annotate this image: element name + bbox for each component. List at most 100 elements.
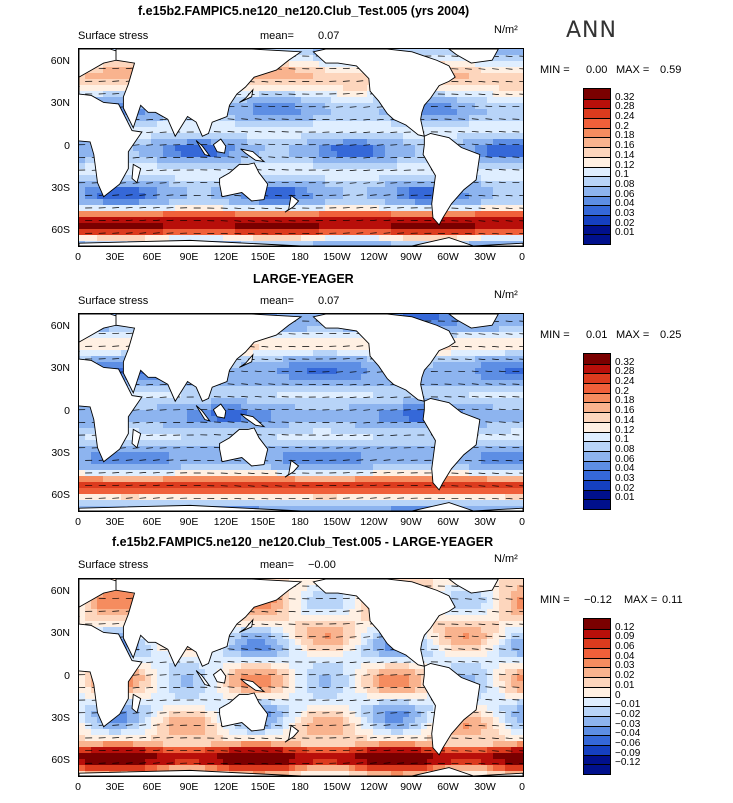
field-cell: [133, 157, 140, 164]
field-cell: [343, 458, 350, 465]
field-cell: [157, 482, 164, 489]
field-cell: [241, 229, 248, 236]
field-cell: [115, 362, 122, 369]
field-cell: [391, 157, 398, 164]
field-cell: [139, 410, 146, 417]
field-cell: [373, 452, 380, 459]
field-cell: [361, 416, 368, 423]
vector-arrow: [465, 194, 472, 197]
field-cell: [463, 61, 470, 68]
field-cell: [181, 133, 188, 140]
field-cell: [391, 151, 398, 158]
field-cell: [163, 440, 170, 447]
field-cell: [391, 127, 398, 134]
vector-arrow: [485, 143, 493, 146]
field-cell: [205, 482, 212, 489]
field-cell: [355, 398, 362, 405]
field-cell: [145, 205, 152, 212]
field-cell: [193, 452, 200, 459]
field-cell: [211, 410, 218, 417]
field-cell: [427, 229, 434, 236]
field-cell: [319, 392, 326, 399]
field-cell: [355, 175, 362, 182]
field-cell: [379, 482, 386, 489]
field-cell: [421, 470, 428, 477]
field-cell: [265, 434, 272, 441]
field-cell: [271, 217, 278, 224]
field-cell: [115, 73, 122, 80]
field-cell: [175, 458, 182, 465]
field-cell: [97, 235, 104, 242]
field-cell: [367, 169, 374, 176]
field-cell: [265, 380, 272, 387]
field-cell: [295, 55, 302, 62]
field-cell: [343, 404, 350, 411]
field-cell: [337, 368, 344, 375]
field-cell: [235, 121, 242, 128]
field-cell: [391, 133, 398, 140]
field-cell: [163, 410, 170, 417]
field-cell: [157, 163, 164, 170]
field-cell: [361, 91, 368, 98]
field-cell: [253, 235, 260, 242]
field-cell: [361, 217, 368, 224]
field-cell: [79, 410, 86, 417]
field-cell: [373, 235, 380, 242]
field-cell: [349, 85, 356, 92]
field-cell: [199, 211, 206, 218]
field-cell: [493, 211, 500, 218]
field-cell: [511, 61, 518, 68]
field-cell: [415, 235, 422, 242]
field-cell: [397, 392, 404, 399]
field-cell: [445, 109, 452, 116]
field-cell: [145, 476, 152, 483]
field-cell: [367, 121, 374, 128]
field-cell: [283, 446, 290, 453]
field-cell: [385, 163, 392, 170]
field-cell: [295, 338, 302, 345]
continent-outline: [240, 148, 266, 163]
field-cell: [361, 181, 368, 188]
field-cell: [319, 103, 326, 110]
field-cell: [313, 386, 320, 393]
field-cell: [337, 428, 344, 435]
field-cell: [349, 464, 356, 471]
field-cell: [367, 193, 374, 200]
field-cell: [343, 500, 350, 507]
field-cell: [397, 169, 404, 176]
field-cell: [391, 458, 398, 465]
field-cell: [451, 133, 458, 140]
field-cell: [385, 235, 392, 242]
field-cell: [337, 79, 344, 86]
field-cell: [223, 464, 230, 471]
field-cell: [133, 422, 140, 429]
field-cell: [361, 115, 368, 122]
field-cell: [265, 199, 272, 206]
field-cell: [397, 235, 404, 242]
field-cell: [361, 488, 368, 495]
field-cell: [427, 440, 434, 447]
field-cell: [319, 97, 326, 104]
field-cell: [421, 121, 428, 128]
field-cell: [79, 500, 86, 507]
field-cell: [181, 139, 188, 146]
field-cell: [373, 151, 380, 158]
field-cell: [469, 145, 476, 152]
field-cell: [361, 398, 368, 405]
field-cell: [361, 458, 368, 465]
field-cell: [421, 422, 428, 429]
field-cell: [295, 380, 302, 387]
field-cell: [283, 422, 290, 429]
field-cell: [109, 67, 116, 74]
field-cell: [505, 175, 512, 182]
field-cell: [313, 350, 320, 357]
field-cell: [367, 211, 374, 218]
field-cell: [475, 211, 482, 218]
field-cell: [181, 494, 188, 501]
field-cell: [367, 97, 374, 104]
field-cell: [349, 374, 356, 381]
field-cell: [457, 133, 464, 140]
field-cell: [439, 229, 446, 236]
field-cell: [277, 500, 284, 507]
field-cell: [223, 428, 230, 435]
